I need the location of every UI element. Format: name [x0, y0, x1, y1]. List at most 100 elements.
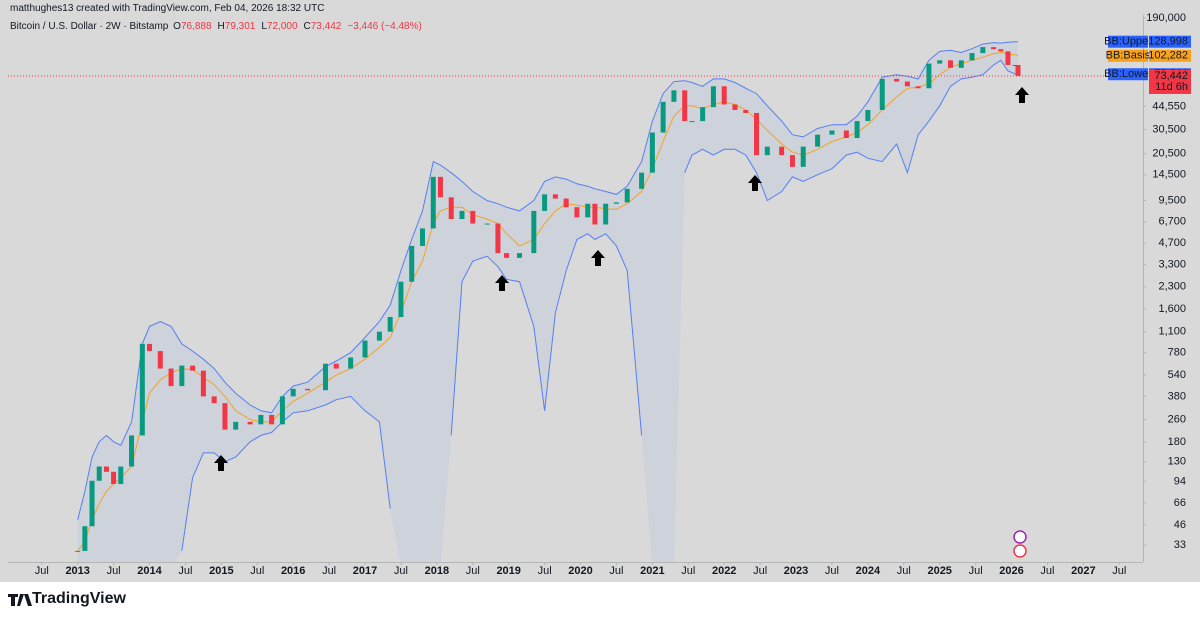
arrow [1015, 87, 1029, 103]
candle [542, 194, 548, 211]
brand: TradingView [32, 590, 126, 607]
y-tick-label: 14,500 [1152, 169, 1186, 181]
x-tick-label: Jul [250, 565, 264, 577]
candle [603, 203, 609, 225]
candle [800, 146, 806, 167]
candle [387, 316, 393, 332]
y-tick-label: 66 [1174, 497, 1186, 509]
legend-text: O [173, 21, 181, 32]
axes: 190,000 44,550 30,500 20,500 14,500 9,500 6,70… [35, 12, 1191, 577]
event-icon[interactable] [1013, 530, 1027, 544]
candle [958, 60, 964, 68]
candle [926, 63, 932, 89]
candle [448, 197, 454, 220]
arrows [214, 87, 1029, 471]
candle [82, 526, 88, 551]
candle [732, 104, 738, 110]
candle [258, 414, 264, 425]
candle [190, 365, 196, 371]
band-label-name: BB:Lower [1104, 68, 1152, 80]
x-tick-label: Jul [322, 565, 336, 577]
x-tick-label: 2026 [999, 565, 1023, 577]
y-tick-label: 30,500 [1152, 123, 1186, 135]
candle [682, 90, 688, 122]
arrow [214, 455, 228, 471]
candle [531, 210, 537, 254]
x-tick-label: 2015 [209, 565, 233, 577]
candle [998, 49, 1004, 52]
price-label: 73,442 [1154, 70, 1188, 82]
y-tick-label: 1,600 [1158, 303, 1186, 315]
candle [710, 86, 716, 108]
y-tick-label: 4,700 [1158, 237, 1186, 249]
candle [574, 207, 580, 218]
candle [333, 363, 339, 369]
candle [764, 146, 770, 156]
candle [969, 53, 975, 61]
x-tick-label: 2017 [353, 565, 377, 577]
x-tick-label: 2020 [568, 565, 592, 577]
x-tick-label: 2021 [640, 565, 664, 577]
candle [247, 421, 253, 425]
candle [915, 86, 921, 89]
candle [779, 146, 785, 156]
candle [129, 435, 135, 467]
x-tick-label: 2019 [496, 565, 520, 577]
band-label-name: BB:Upper [1104, 36, 1152, 48]
y-tick-label: 94 [1174, 475, 1186, 487]
band-label-box [1108, 68, 1148, 81]
y-tick-label: 2,300 [1158, 281, 1186, 293]
candle [815, 134, 821, 147]
y-tick-label: 1,100 [1158, 326, 1186, 338]
event-icon[interactable] [1013, 544, 1027, 558]
x-tick-label: Jul [825, 565, 839, 577]
candle [279, 396, 285, 425]
candle [111, 471, 117, 485]
y-tick-label: 33 [1174, 539, 1186, 551]
band-fill [77, 41, 1019, 562]
candle [200, 370, 206, 397]
candle [269, 414, 275, 425]
candle [649, 132, 655, 173]
candle [894, 78, 900, 82]
candle [222, 403, 228, 430]
candle [362, 340, 368, 358]
symbol-title: Bitcoin / U.S. Dollar · 2W · Bitstamp [10, 21, 169, 32]
legend-text: 76,888 [180, 21, 212, 32]
x-tick-label: 2023 [784, 565, 808, 577]
candle [1012, 64, 1018, 66]
legend-text: 73,442 [310, 21, 342, 32]
x-tick-label: 2022 [712, 565, 736, 577]
y-tick-label: 20,500 [1152, 148, 1186, 160]
candle [904, 81, 910, 87]
candle [103, 466, 109, 472]
candle [495, 223, 501, 254]
x-tick-label: 2024 [856, 565, 881, 577]
candle [743, 109, 749, 113]
y-tick-label: 260 [1168, 413, 1186, 425]
band-label-box [1108, 49, 1148, 62]
band-label-name: BB:Basis [1106, 50, 1151, 62]
price-label-box [1149, 69, 1191, 94]
candle [398, 281, 404, 317]
x-tick-label: 2027 [1071, 565, 1095, 577]
arrow [495, 275, 509, 291]
candle [585, 203, 591, 218]
candle [419, 228, 425, 246]
legend: Bitcoin / U.S. Dollar · 2W · Bitstamp O7… [10, 21, 424, 32]
plot-area [8, 41, 1143, 562]
arrow [748, 175, 762, 191]
chart-background [0, 0, 1200, 582]
x-tick-label: Jul [466, 565, 480, 577]
band-line [181, 59, 1019, 551]
candle [504, 253, 510, 258]
y-tick-label: 380 [1168, 390, 1186, 402]
candle [613, 202, 619, 204]
candle [157, 351, 163, 369]
candle [754, 112, 760, 156]
candle [211, 396, 217, 404]
band-value-label: 128,998 [1148, 36, 1188, 48]
candle [639, 172, 645, 189]
x-tick-label: 2013 [65, 565, 89, 577]
candle [348, 357, 354, 369]
